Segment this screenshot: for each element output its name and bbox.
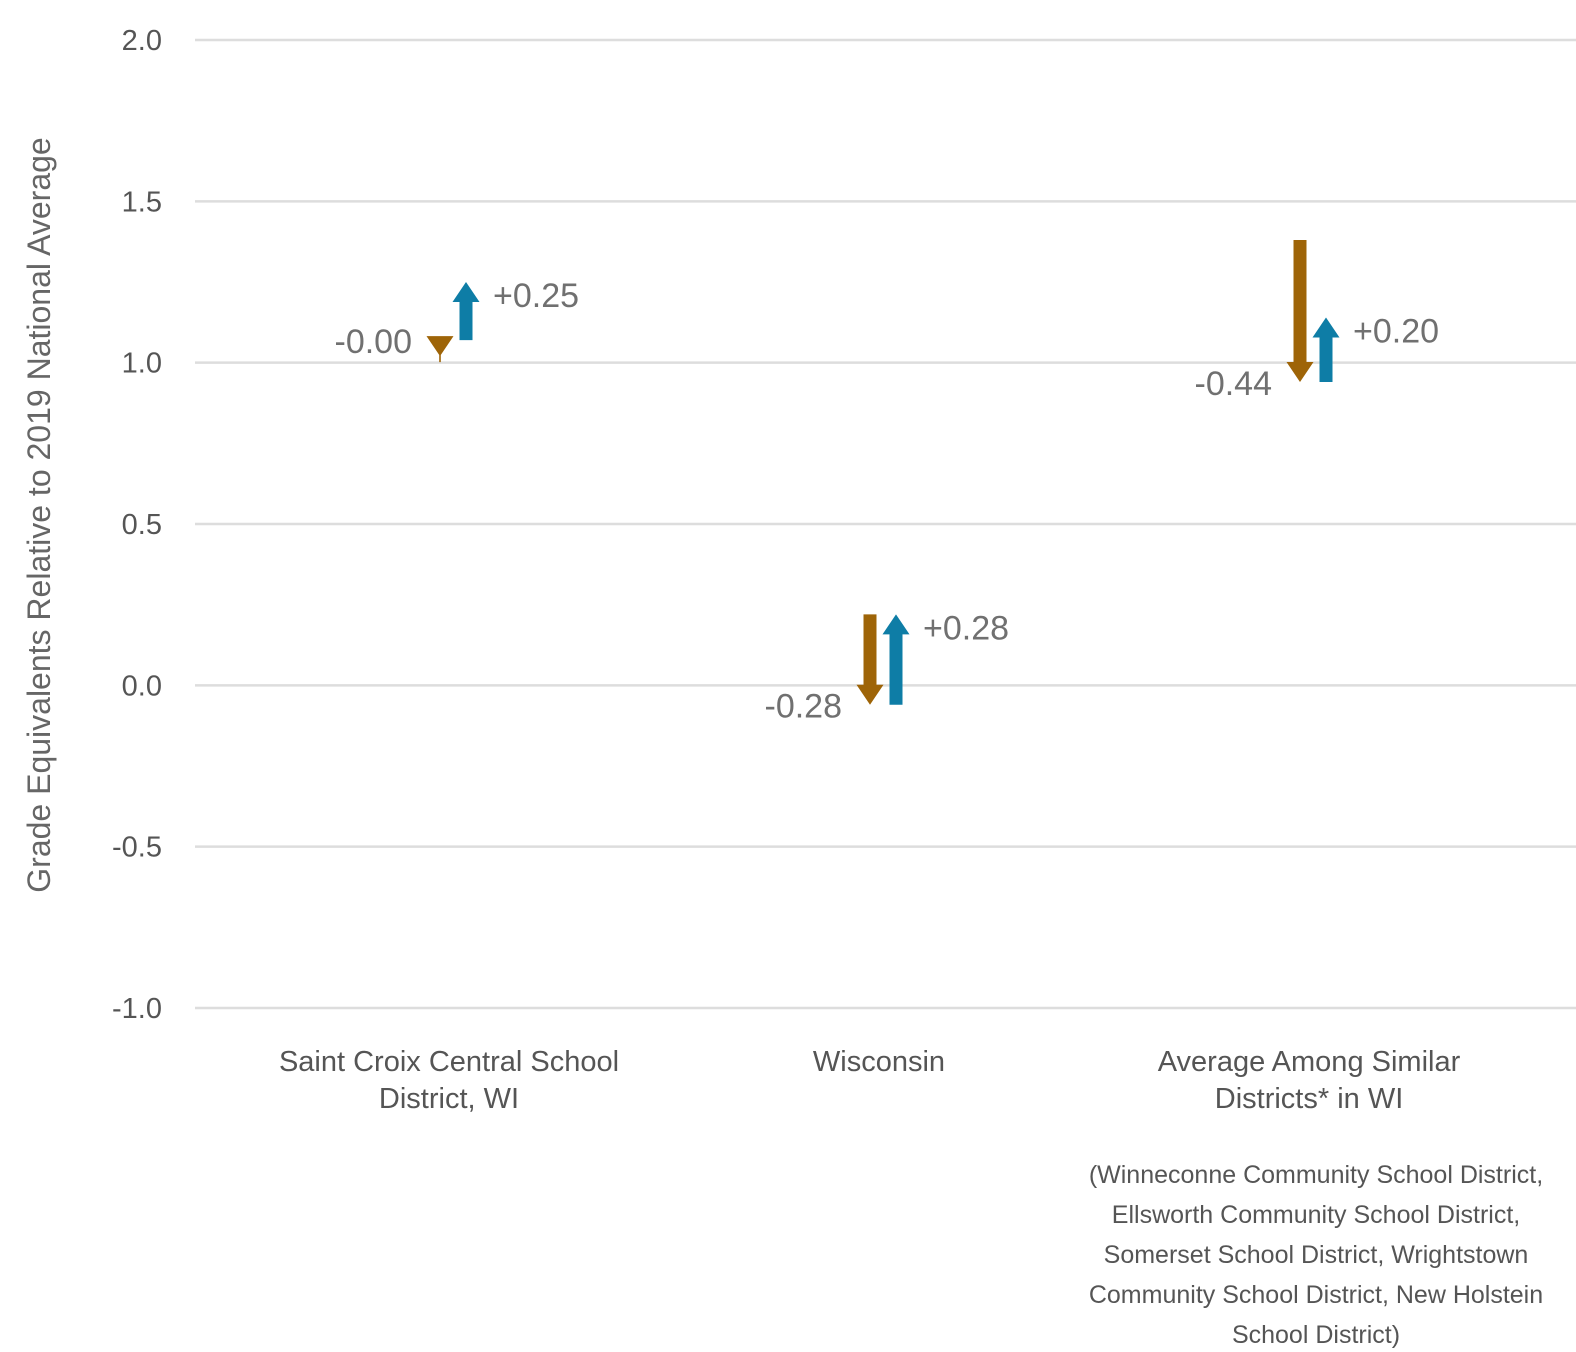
arrow-marks: -0.00 +0.25 -0.28 +0.28 -0.44 +0.20 [335,240,1439,726]
category-label: Saint Croix Central School [279,1046,619,1078]
y-tick-label: -1.0 [112,993,162,1025]
y-tick-label: 0.5 [122,509,162,541]
y-tick-label: -0.5 [112,832,162,864]
recovery-arrow [1312,317,1340,383]
decline-arrow [426,336,454,363]
y-tick-label: 1.0 [122,348,162,380]
y-axis-label: Grade Equivalents Relative to 2019 Natio… [21,137,57,892]
note-line: School District) [1232,1321,1400,1349]
recovery-arrow [882,614,910,705]
recovery-value-label: +0.28 [923,609,1009,647]
y-axis-ticks: 2.0 1.5 1.0 0.5 0.0 -0.5 -1.0 [112,25,162,1025]
note-line: Community School District, New Holstein [1089,1281,1543,1309]
category-label: Districts* in WI [1215,1083,1404,1115]
similar-districts-note: (Winneconne Community School District, El… [1089,1161,1543,1349]
y-tick-label: 0.0 [122,670,162,702]
decline-value-label: -0.28 [765,688,843,726]
y-tick-label: 1.5 [122,186,162,218]
note-line: Somerset School District, Wrightstown [1104,1241,1529,1269]
recovery-value-label: +0.25 [493,277,579,315]
decline-value-label: -0.00 [335,323,413,361]
category-labels: Saint Croix Central School District, WI Wi… [279,1046,1461,1115]
decline-arrow [1286,240,1314,383]
category-label: Average Among Similar [1158,1046,1461,1078]
note-line: (Winneconne Community School District, [1089,1161,1543,1189]
gridlines [195,38,1576,1010]
decline-value-label: -0.44 [1195,365,1273,403]
decline-arrow [856,614,884,705]
recovery-arrow [452,282,480,341]
category-label: Wisconsin [813,1046,945,1078]
y-tick-label: 2.0 [122,25,162,57]
category-label: District, WI [379,1083,519,1115]
note-line: Ellsworth Community School District, [1112,1201,1520,1229]
recovery-value-label: +0.20 [1353,312,1439,350]
